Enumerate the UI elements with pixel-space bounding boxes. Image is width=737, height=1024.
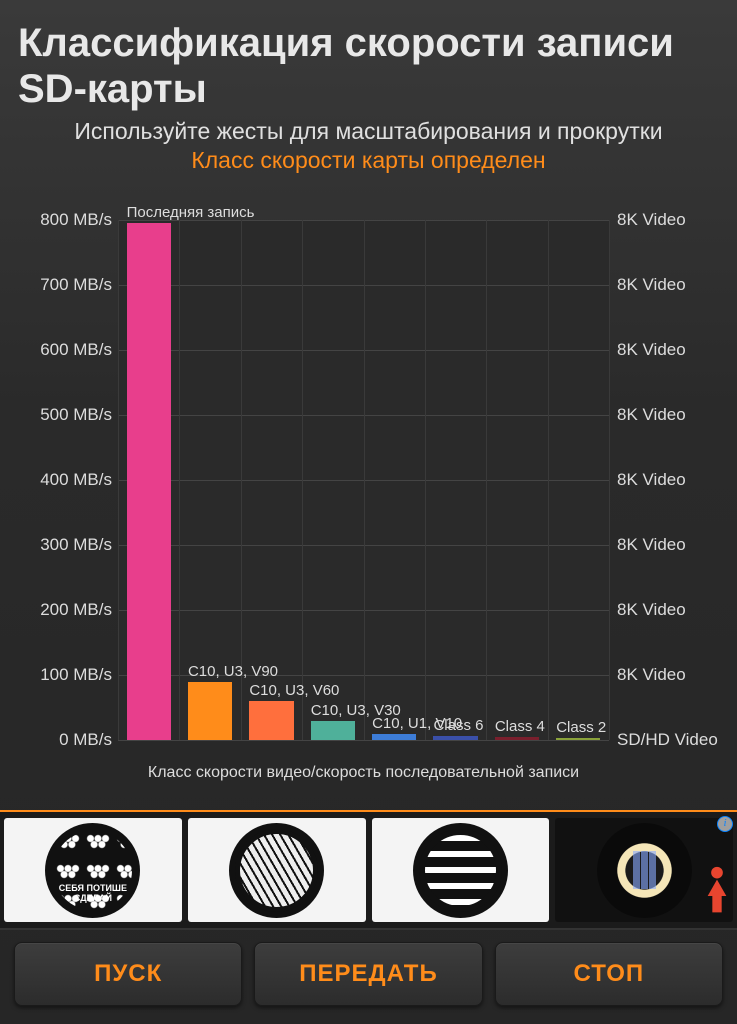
bar-2: C10, U3, V60 bbox=[249, 701, 293, 740]
chart-area[interactable]: 0 MB/s SD/HD Video 100 MB/s 8K Video 200 MB/… bbox=[8, 210, 729, 810]
ad-info-icon[interactable]: i bbox=[717, 816, 733, 832]
ad-banner[interactable]: СЕБЯ ПОТИШЕ СДЕЛАЙ i bbox=[0, 810, 737, 930]
page-title: Классификация скорости записи SD-карты bbox=[18, 20, 719, 112]
bar-label-2: C10, U3, V60 bbox=[249, 682, 339, 701]
right-tick-label: 8K Video bbox=[609, 275, 686, 295]
header: Классификация скорости записи SD-карты И… bbox=[0, 0, 737, 180]
y-tick-label: 100 MB/s bbox=[40, 665, 118, 685]
bar-1: C10, U3, V90 bbox=[188, 682, 232, 741]
share-button[interactable]: ПЕРЕДАТЬ bbox=[254, 942, 482, 1006]
button-bar: ПУСК ПЕРЕДАТЬ СТОП bbox=[0, 930, 737, 1024]
right-tick-label: 8K Video bbox=[609, 210, 686, 230]
right-tick-label: 8K Video bbox=[609, 470, 686, 490]
bar-label-0: Последняя запись bbox=[127, 204, 255, 223]
ad-tile-1[interactable]: СЕБЯ ПОТИШЕ СДЕЛАЙ bbox=[4, 818, 182, 922]
status-line: Класс скорости карты определен bbox=[18, 147, 719, 174]
x-axis-label: Класс скорости видео/скорость последоват… bbox=[118, 764, 609, 782]
right-tick-label: 8K Video bbox=[609, 665, 686, 685]
y-tick-label: 0 MB/s bbox=[59, 730, 118, 750]
stop-button[interactable]: СТОП bbox=[495, 942, 723, 1006]
y-tick-label: 200 MB/s bbox=[40, 600, 118, 620]
bar-label-5: Class 6 bbox=[433, 717, 483, 736]
bar-6: Class 4 bbox=[495, 737, 539, 740]
y-tick-label: 300 MB/s bbox=[40, 535, 118, 555]
person-icon bbox=[703, 864, 731, 914]
right-tick-label: 8K Video bbox=[609, 405, 686, 425]
right-tick-label: 8K Video bbox=[609, 600, 686, 620]
ad-tile-3[interactable] bbox=[372, 818, 550, 922]
ad-tile-4[interactable] bbox=[555, 818, 733, 922]
bar-5: Class 6 bbox=[433, 736, 477, 740]
bar-0: Последняя запись bbox=[127, 223, 171, 740]
bar-3: C10, U3, V30 bbox=[311, 721, 355, 741]
right-tick-label: SD/HD Video bbox=[609, 730, 718, 750]
page-subtitle: Используйте жесты для масштабирования и … bbox=[18, 118, 719, 145]
y-tick-label: 700 MB/s bbox=[40, 275, 118, 295]
y-tick-label: 600 MB/s bbox=[40, 340, 118, 360]
right-tick-label: 8K Video bbox=[609, 535, 686, 555]
app-screen: Классификация скорости записи SD-карты И… bbox=[0, 0, 737, 1024]
right-tick-label: 8K Video bbox=[609, 340, 686, 360]
y-tick-label: 400 MB/s bbox=[40, 470, 118, 490]
y-tick-label: 500 MB/s bbox=[40, 405, 118, 425]
bar-7: Class 2 bbox=[556, 738, 600, 740]
start-button[interactable]: ПУСК bbox=[14, 942, 242, 1006]
y-tick-label: 800 MB/s bbox=[40, 210, 118, 230]
ad-tile-1-caption: СЕБЯ ПОТИШЕ СДЕЛАЙ bbox=[45, 884, 140, 904]
ad-tile-2[interactable] bbox=[188, 818, 366, 922]
bar-label-6: Class 4 bbox=[495, 718, 545, 737]
bar-4: C10, U1, V10 bbox=[372, 734, 416, 741]
bar-label-7: Class 2 bbox=[556, 719, 606, 738]
bar-label-1: C10, U3, V90 bbox=[188, 663, 278, 682]
